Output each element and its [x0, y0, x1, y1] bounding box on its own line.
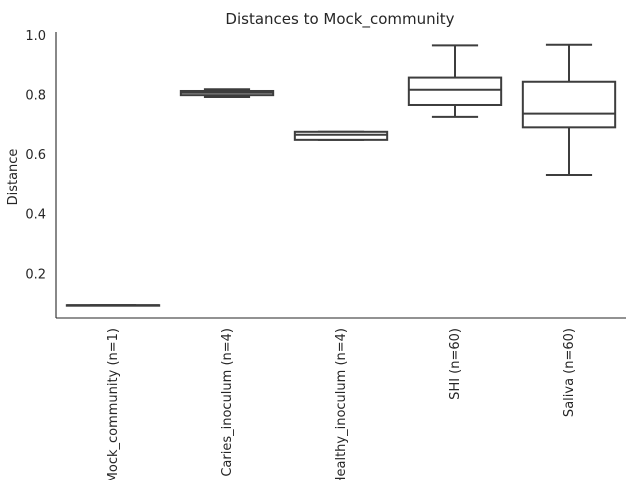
box	[293, 130, 389, 141]
x-tick-label: Saliva (n=60)	[562, 328, 577, 417]
chart-title: Distances to Mock_community	[225, 10, 454, 29]
y-axis-label: Distance	[6, 149, 21, 206]
x-tick-label: Caries_inoculum (n=4)	[220, 328, 235, 477]
y-tick-label: 0.6	[25, 148, 46, 163]
plot-area: 0.2 0.4 0.6 0.8 1.0 Mock_community (n=1) Carie…	[25, 29, 626, 484]
box	[407, 76, 503, 106]
y-tick-label: 0.4	[25, 208, 46, 223]
x-tick-label: SHI (n=60)	[448, 328, 463, 400]
y-tick-label: 0.8	[25, 89, 46, 104]
x-tick-label: Mock_community (n=1)	[106, 328, 121, 480]
box	[521, 80, 617, 129]
x-tick-label: Healthy_inoculum (n=4)	[334, 328, 349, 480]
y-tick-label: 0.2	[25, 267, 46, 282]
y-tick-label: 1.0	[25, 29, 46, 44]
